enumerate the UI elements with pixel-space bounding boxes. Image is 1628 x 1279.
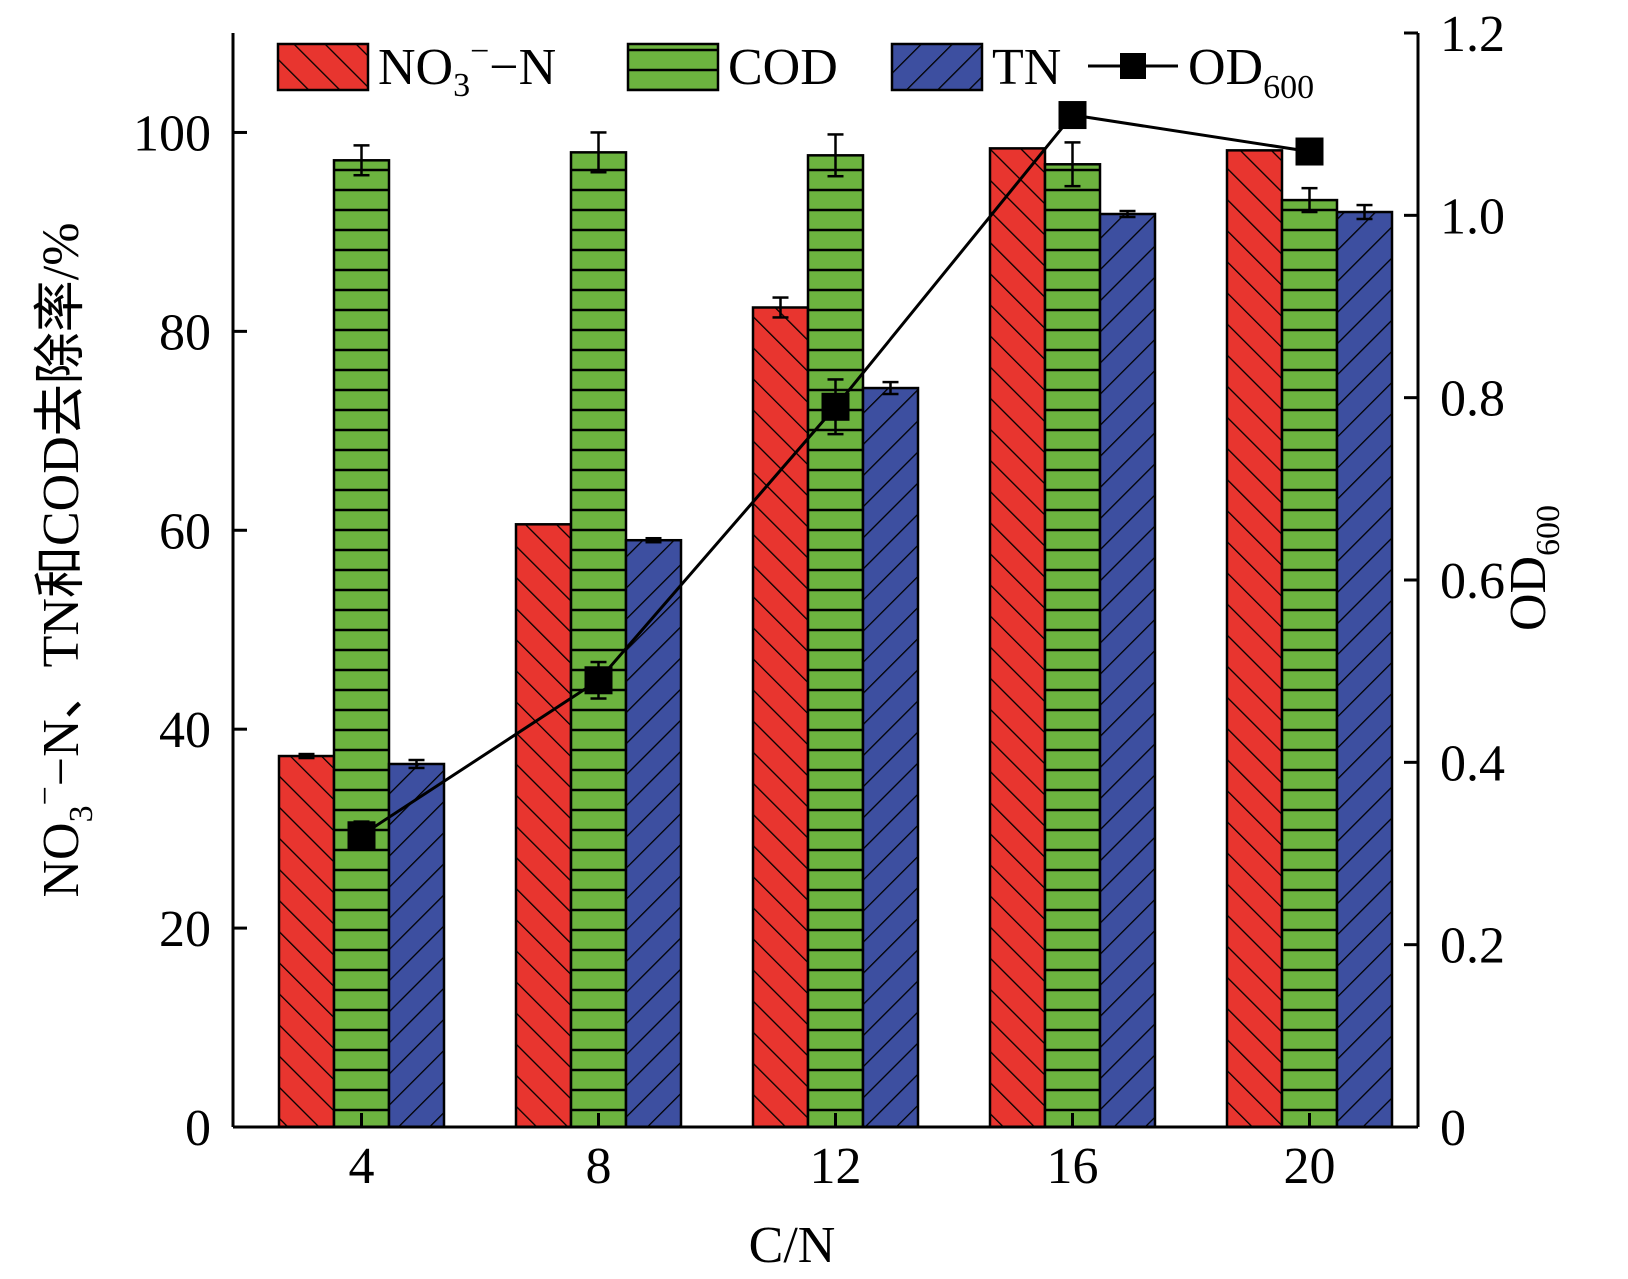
legend-swatch-cod bbox=[626, 42, 720, 92]
od600-point-20 bbox=[1295, 137, 1324, 166]
bar-no3n-8 bbox=[514, 523, 573, 1129]
y-left-title-main: NO bbox=[33, 822, 90, 897]
y-right-tick-label-0: 0 bbox=[1440, 1100, 1466, 1157]
legend-label-no3n: NO3−−N bbox=[378, 33, 556, 104]
od600-point-16 bbox=[1058, 101, 1087, 130]
legend-label-cod: COD bbox=[728, 39, 838, 96]
y-right-tick-label-0.2: 0.2 bbox=[1440, 918, 1505, 975]
legend-no3n-main: NO bbox=[378, 39, 453, 96]
legend-no3n-sub: 3 bbox=[453, 67, 470, 104]
y-left-title-rest: −N、TN和COD去除率/% bbox=[33, 222, 90, 786]
bar-no3n-12 bbox=[751, 306, 810, 1129]
legend-swatch-tn bbox=[890, 42, 984, 92]
bar-no3n-4 bbox=[277, 754, 336, 1129]
y-left-title-sub: 3 bbox=[63, 805, 100, 822]
x-tick-label-12: 12 bbox=[810, 1138, 862, 1195]
legend-od600-sub: 600 bbox=[1263, 69, 1314, 106]
od600-point-8 bbox=[584, 666, 613, 695]
axes-layer: 0 20 40 60 80 100 0 0.2 0.4 0.6 0.8 1.0 1.2 4 8 12 16 20 bbox=[133, 6, 1505, 1195]
error-bar-tn-16 bbox=[1119, 209, 1136, 219]
y-left-tick-label-40: 40 bbox=[159, 702, 211, 759]
bar-cod-12 bbox=[806, 154, 865, 1129]
bar-tn-12 bbox=[861, 386, 920, 1129]
error-bar-tn-20 bbox=[1356, 203, 1373, 221]
bar-tn-20 bbox=[1335, 210, 1394, 1129]
y-left-tick-label-20: 20 bbox=[159, 901, 211, 958]
legend-label-tn: TN bbox=[992, 39, 1061, 96]
od600-line-layer bbox=[347, 101, 1324, 851]
x-axis-title: C/N bbox=[749, 1217, 836, 1274]
legend-od600-main: OD bbox=[1188, 39, 1263, 96]
legend-label-od600: OD600 bbox=[1188, 39, 1314, 106]
bar-tn-8 bbox=[624, 538, 683, 1129]
x-tick-label-20: 20 bbox=[1284, 1138, 1336, 1195]
error-bar-cod-4 bbox=[353, 144, 370, 177]
legend-swatch-no3n bbox=[276, 42, 370, 92]
x-tick-label-8: 8 bbox=[586, 1138, 612, 1195]
y-right-title-main: OD bbox=[1500, 556, 1557, 631]
y-left-tick-label-0: 0 bbox=[185, 1100, 211, 1157]
legend: NO3−−N COD TN OD600 bbox=[276, 33, 1314, 106]
error-bar-tn-8 bbox=[645, 536, 662, 544]
y-right-tick-label-1.0: 1.0 bbox=[1440, 188, 1505, 245]
y-axis-left-title: NO3−−N、TN和COD去除率/% bbox=[27, 222, 100, 897]
bar-no3n-16 bbox=[988, 147, 1047, 1129]
bars-layer bbox=[277, 147, 1394, 1129]
y-right-tick-label-0.4: 0.4 bbox=[1440, 735, 1505, 792]
y-left-tick-label-60: 60 bbox=[159, 503, 211, 560]
bar-cod-8 bbox=[569, 151, 628, 1129]
x-tick-label-16: 16 bbox=[1047, 1138, 1099, 1195]
error-bar-cod-8 bbox=[590, 131, 607, 174]
y-left-tick-label-80: 80 bbox=[159, 304, 211, 361]
bar-cod-4 bbox=[332, 159, 391, 1129]
y-right-tick-label-0.6: 0.6 bbox=[1440, 553, 1505, 610]
od600-point-4 bbox=[347, 821, 376, 850]
bar-cod-16 bbox=[1043, 163, 1102, 1129]
y-axis-right-title: OD600 bbox=[1500, 505, 1567, 631]
error-bar-cod-20 bbox=[1301, 186, 1318, 214]
error-bars-layer bbox=[298, 131, 1373, 770]
error-bar-tn-12 bbox=[882, 380, 899, 396]
legend-no3n-sup: − bbox=[470, 33, 489, 70]
bar-cod-20 bbox=[1280, 198, 1339, 1129]
error-bar-no3n-12 bbox=[772, 296, 789, 319]
error-bar-cod-12 bbox=[827, 133, 844, 178]
y-left-tick-label-100: 100 bbox=[133, 105, 211, 162]
x-tick-label-4: 4 bbox=[349, 1138, 375, 1195]
bar-tn-4 bbox=[387, 762, 446, 1129]
od600-point-12 bbox=[821, 392, 850, 421]
y-right-title-sub: 600 bbox=[1530, 505, 1567, 556]
bar-no3n-20 bbox=[1225, 149, 1284, 1129]
y-left-title-sup: − bbox=[27, 786, 64, 805]
legend-marker-od600 bbox=[1120, 53, 1146, 79]
y-right-tick-label-1.2: 1.2 bbox=[1440, 6, 1505, 63]
error-bar-tn-4 bbox=[408, 758, 425, 770]
error-bar-no3n-4 bbox=[298, 752, 315, 760]
y-right-tick-label-0.8: 0.8 bbox=[1440, 371, 1505, 428]
error-bar-cod-16 bbox=[1064, 141, 1081, 188]
bar-tn-16 bbox=[1098, 212, 1157, 1129]
legend-no3n-rest: −N bbox=[489, 39, 556, 96]
